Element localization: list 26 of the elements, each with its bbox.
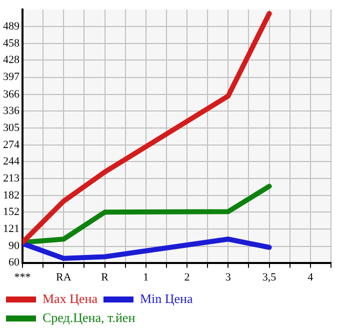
legend-label: Сред.Цена, т.йен: [42, 310, 136, 325]
x-tick-label: RA: [56, 271, 72, 284]
y-tick-label: 366: [3, 88, 20, 100]
x-tick-label: R: [101, 271, 110, 284]
y-tick-label: 489: [3, 20, 20, 33]
x-tick-label: 4: [308, 271, 314, 284]
y-tick-label: 60: [8, 256, 20, 269]
x-tick-label: ***: [14, 271, 31, 284]
legend-label: Max Цена: [42, 290, 98, 306]
y-tick-label: 182: [3, 190, 20, 202]
y-tick-label: 336: [3, 104, 20, 117]
x-tick-label: 3,5: [262, 271, 277, 284]
legend-label: Min Цена: [140, 290, 193, 306]
x-tick-label: 2: [184, 271, 190, 284]
y-tick-label: 90: [8, 240, 20, 252]
y-tick-label: 305: [3, 122, 20, 134]
x-tick-label: 3: [225, 271, 232, 284]
x-tick-label: 1: [143, 271, 149, 284]
y-tick-label: 152: [3, 206, 20, 218]
y-tick-label: 244: [3, 155, 20, 168]
y-tick-label: 428: [3, 54, 20, 66]
y-tick-label: 397: [3, 71, 20, 84]
y-tick-label: 121: [3, 223, 20, 236]
y-tick-label: 274: [3, 138, 20, 151]
y-tick-label: 458: [3, 38, 20, 50]
y-tick-label: 213: [3, 172, 20, 184]
